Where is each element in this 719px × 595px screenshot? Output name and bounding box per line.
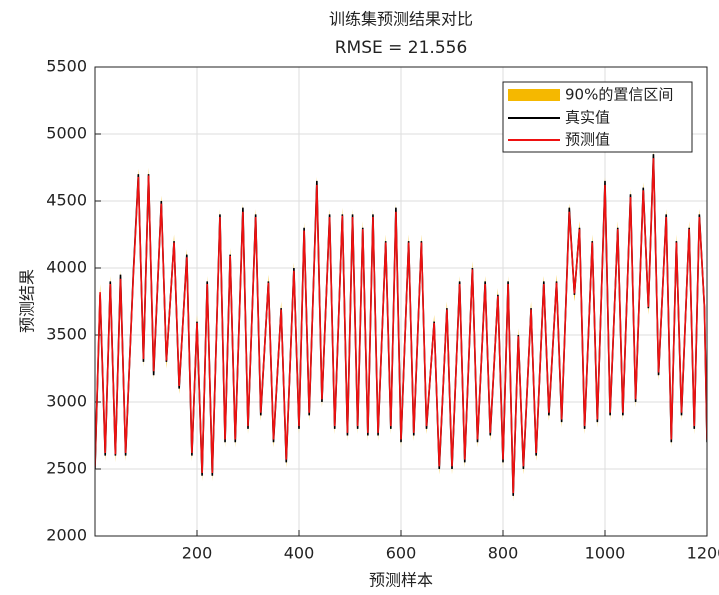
x-tick-label: 800 (488, 544, 519, 563)
chart-subtitle: RMSE = 21.556 (335, 38, 468, 58)
x-tick-label: 1200 (687, 544, 719, 563)
legend-label: 真实值 (565, 109, 610, 127)
legend-swatch (508, 89, 560, 101)
y-axis-label: 预测结果 (18, 269, 37, 333)
x-tick-label: 400 (284, 544, 315, 563)
legend-label: 预测值 (565, 131, 610, 149)
chart-title: 训练集预测结果对比 (329, 10, 473, 29)
y-tick-label: 5500 (46, 57, 87, 76)
y-tick-label: 4500 (46, 191, 87, 210)
x-tick-label: 1000 (585, 544, 626, 563)
y-tick-label: 3000 (46, 392, 87, 411)
y-tick-label: 4000 (46, 258, 87, 277)
y-tick-label: 2500 (46, 459, 87, 478)
plot-frame (94, 66, 708, 537)
x-tick-label: 200 (182, 544, 213, 563)
y-tick-label: 5000 (46, 124, 87, 143)
plot-area (95, 150, 707, 502)
x-tick-label: 600 (386, 544, 417, 563)
legend-label: 90%的置信区间 (565, 86, 673, 104)
data-line (95, 158, 707, 494)
y-tick-label: 3500 (46, 325, 87, 344)
x-axis-label: 预测样本 (369, 571, 433, 590)
y-tick-label: 2000 (46, 526, 87, 545)
